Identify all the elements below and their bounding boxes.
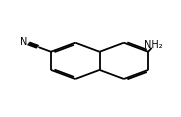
Text: NH₂: NH₂ (144, 40, 163, 50)
Text: N: N (20, 37, 28, 47)
